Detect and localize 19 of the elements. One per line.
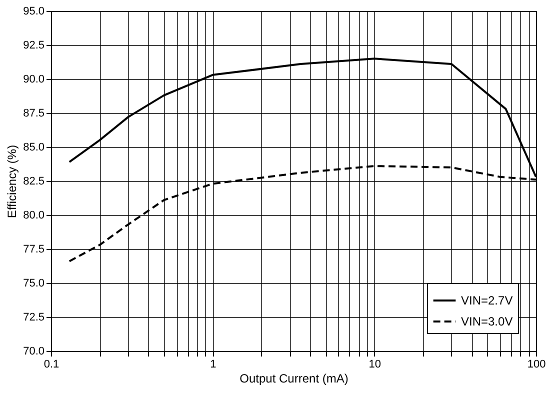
x-axis-title: Output Current (mA) <box>240 372 348 386</box>
x-tick-label: 1 <box>210 358 216 370</box>
y-axis-title: Efficiency (%) <box>5 144 20 218</box>
y-tick-label: 85.0 <box>23 142 44 154</box>
x-tick-label: 0.1 <box>44 358 60 370</box>
y-tick-label: 92.5 <box>23 40 44 52</box>
y-tick-label: 70.0 <box>23 346 44 358</box>
y-tick-label: 72.5 <box>23 312 44 324</box>
x-tick-label: 10 <box>368 358 381 370</box>
y-tick-label: 87.5 <box>23 108 44 120</box>
y-tick-label: 82.5 <box>23 176 44 188</box>
legend-label: VIN=2.7V <box>461 294 513 308</box>
y-tick-label: 95.0 <box>23 6 44 18</box>
x-tick-label: 100 <box>527 358 546 370</box>
y-tick-label: 77.5 <box>23 244 44 256</box>
legend-label: VIN=3.0V <box>461 314 513 328</box>
y-tick-label: 80.0 <box>23 210 44 222</box>
y-tick-label: 90.0 <box>23 74 44 86</box>
y-tick-label: 75.0 <box>23 278 44 290</box>
